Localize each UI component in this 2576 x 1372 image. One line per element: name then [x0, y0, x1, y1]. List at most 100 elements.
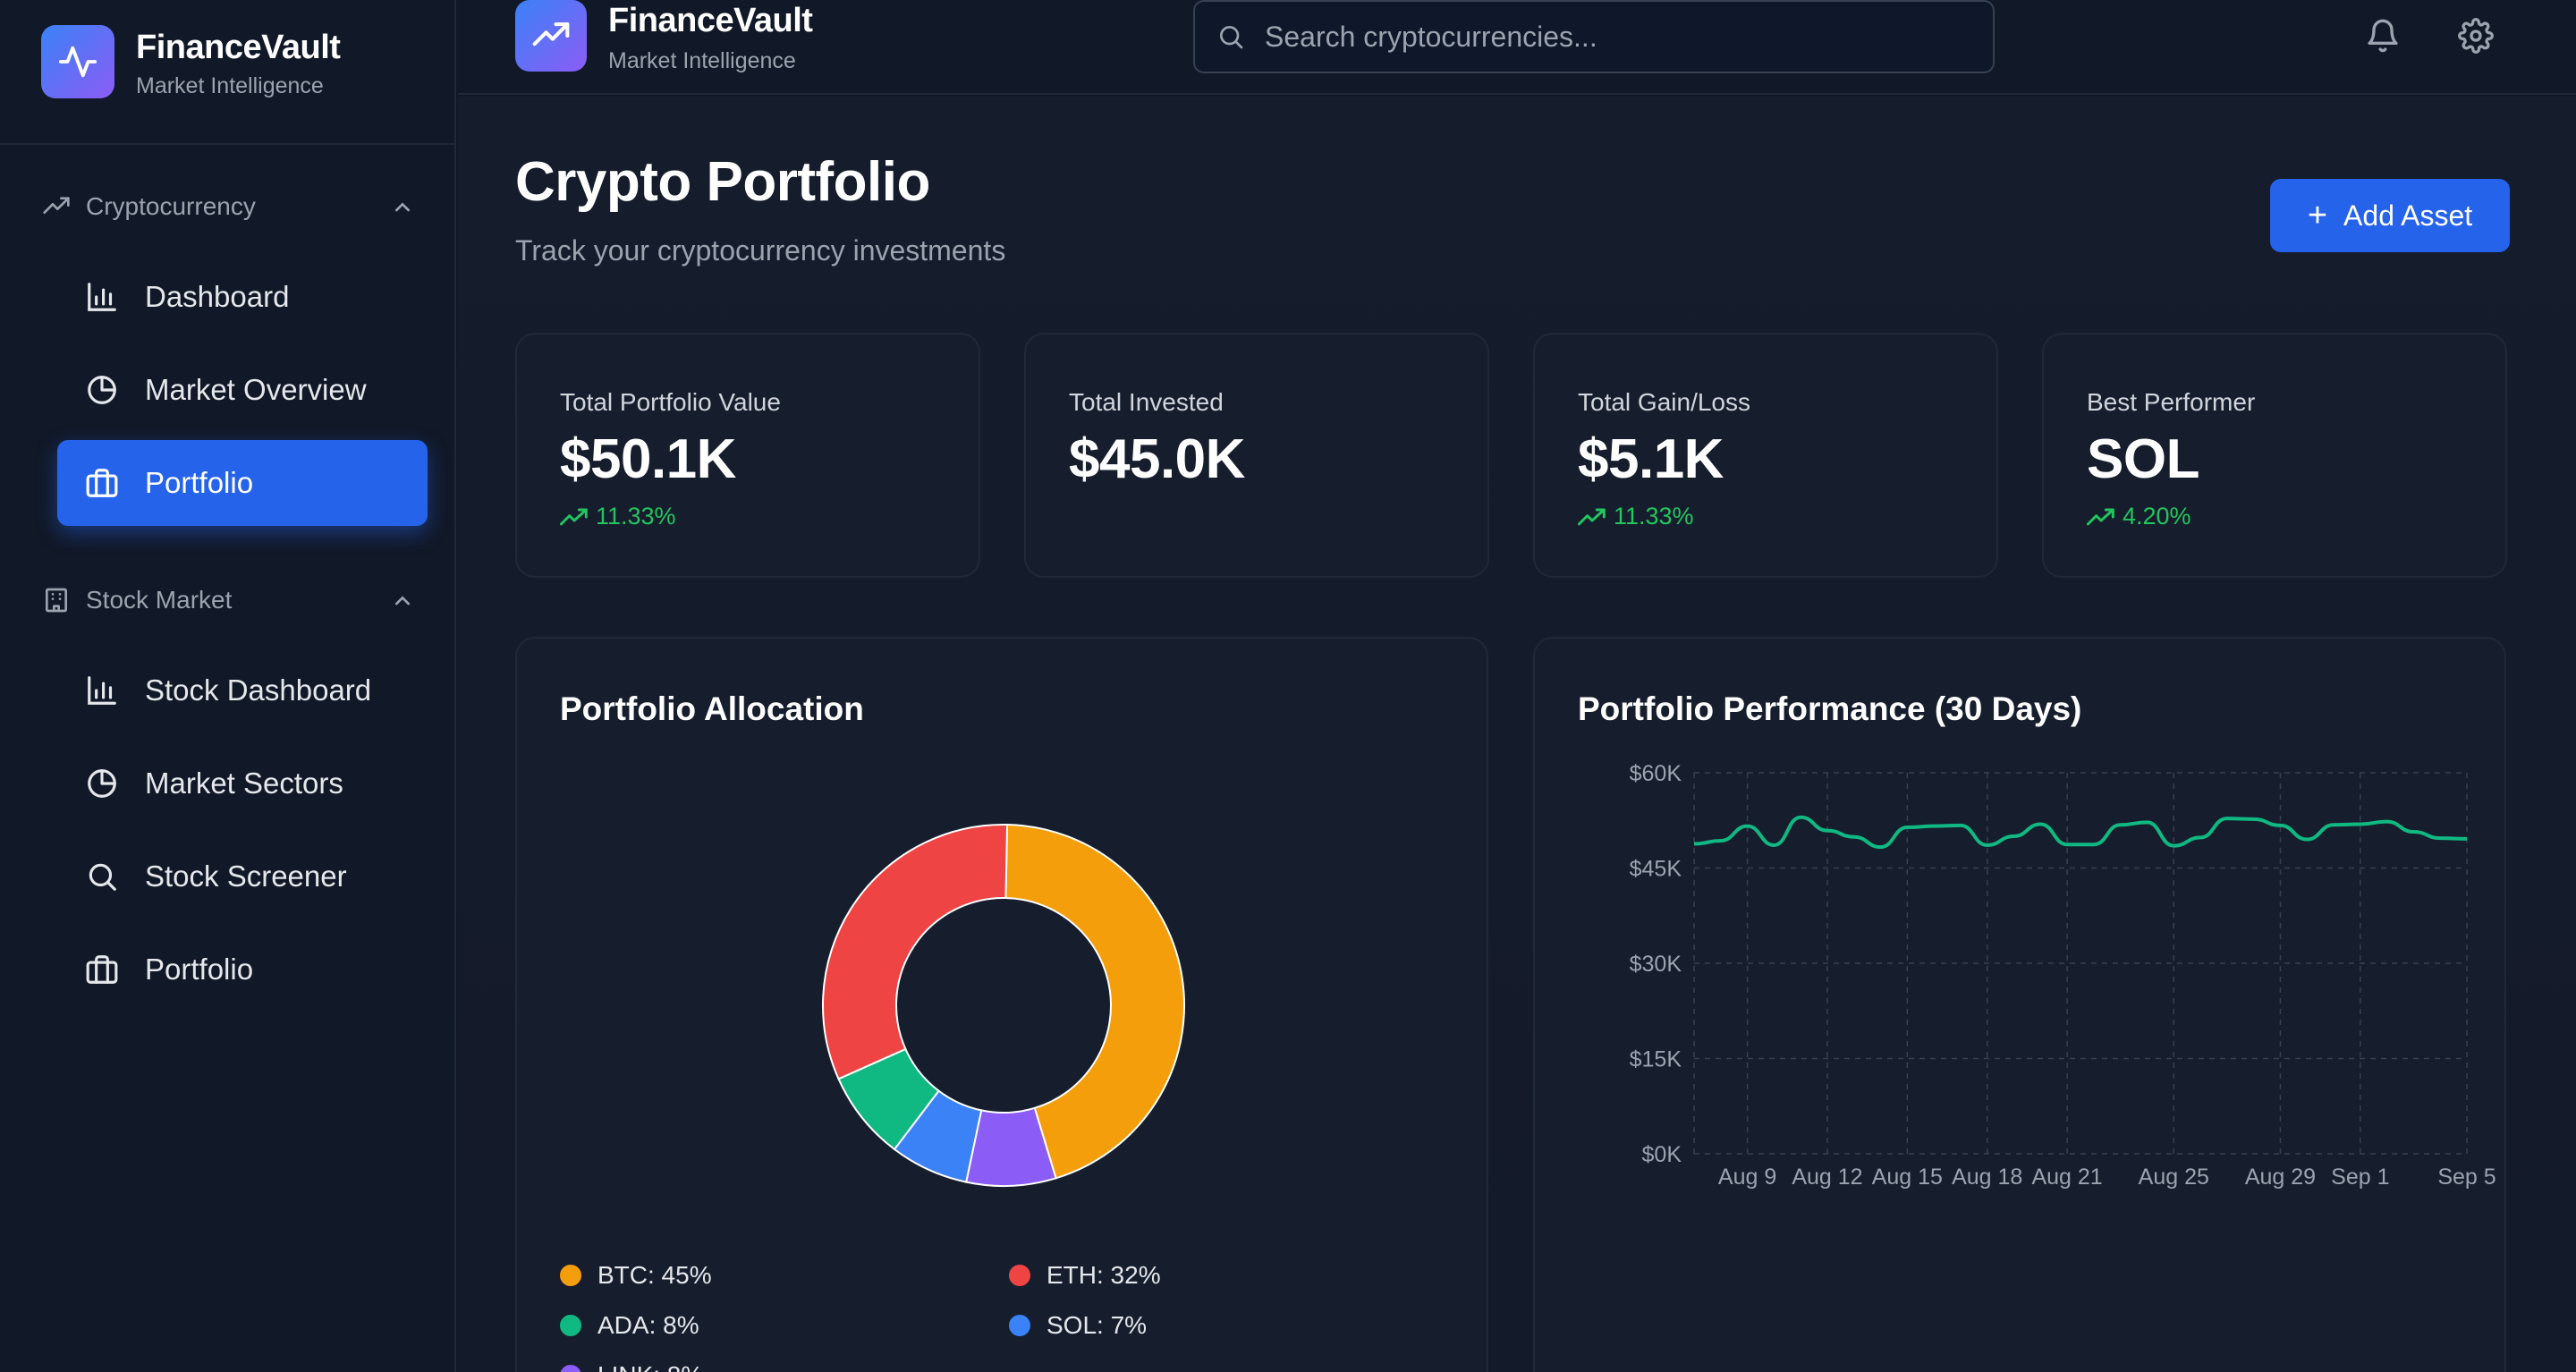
- y-tick-label: $45K: [1630, 857, 1682, 882]
- sidebar-item-label: Market Overview: [145, 373, 367, 406]
- legend-item-sol: SOL: 7%: [1009, 1311, 1147, 1340]
- y-tick-label: $30K: [1630, 952, 1682, 977]
- briefcase-icon: [84, 952, 120, 987]
- performance-line-chart: $0K $15K $30K $45K $60K Aug 9 Aug 12 Aug 15 Aug …: [1630, 761, 2496, 1190]
- stat-value: $50.1K: [560, 428, 736, 490]
- stat-change-text: 4.20%: [2123, 503, 2191, 529]
- legend-item-ada: ADA: 8%: [560, 1311, 699, 1340]
- add-asset-label: Add Asset: [2343, 199, 2473, 232]
- trending-up-icon: [1578, 508, 1606, 525]
- stat-label: Best Performer: [2087, 388, 2256, 416]
- page-title: Crypto Portfolio: [515, 151, 930, 213]
- search-icon: [1215, 21, 1247, 53]
- stat-card-total-invested: Total Invested $45.0K: [1024, 333, 1489, 578]
- stat-change: 11.33%: [560, 503, 676, 530]
- stat-change-text: 11.33%: [596, 503, 676, 529]
- y-tick-label: $0K: [1642, 1142, 1682, 1167]
- sidebar-item-market-overview[interactable]: Market Overview: [57, 347, 428, 433]
- header-brand-tagline: Market Intelligence: [608, 48, 796, 73]
- pie-chart-icon: [84, 766, 120, 801]
- stat-change: 11.33%: [1578, 503, 1694, 530]
- add-asset-button[interactable]: + Add Asset: [2270, 179, 2510, 252]
- x-tick-label: Aug 15: [1872, 1165, 1943, 1190]
- stat-value: $5.1K: [1578, 428, 1724, 490]
- stat-card-portfolio-value: Total Portfolio Value $50.1K 11.33%: [515, 333, 980, 578]
- x-tick-label: Sep 5: [2437, 1165, 2496, 1190]
- main-content: Crypto Portfolio Track your cryptocurren…: [458, 97, 2576, 1372]
- allocation-donut-chart: [822, 824, 1185, 1187]
- sidebar-brand: FinanceVault Market Intelligence: [0, 0, 454, 145]
- trending-up-logo-icon: [515, 0, 587, 72]
- performance-panel: Portfolio Performance (30 Days) $0K $15K $…: [1533, 637, 2506, 1372]
- top-header: FinanceVault Market Intelligence: [458, 0, 2576, 95]
- sidebar-item-label: Stock Screener: [145, 860, 347, 893]
- stat-label: Total Gain/Loss: [1578, 388, 1750, 416]
- legend-dot: [1009, 1265, 1030, 1286]
- performance-title: Portfolio Performance (30 Days): [1578, 690, 2082, 727]
- legend-dot: [560, 1315, 581, 1336]
- x-tick-label: Aug 12: [1792, 1165, 1862, 1190]
- legend-item-btc: BTC: 45%: [560, 1261, 712, 1290]
- legend-label: ADA: 8%: [597, 1311, 699, 1339]
- sidebar-item-dashboard[interactable]: Dashboard: [57, 254, 428, 340]
- bar-chart-icon: [84, 279, 120, 315]
- pie-chart-icon: [84, 372, 120, 408]
- search-box[interactable]: [1193, 0, 1995, 73]
- sidebar-item-label: Portfolio: [145, 953, 254, 986]
- legend-dot: [560, 1265, 581, 1286]
- legend-label: ETH: 32%: [1046, 1261, 1161, 1289]
- sidebar-item-market-sectors[interactable]: Market Sectors: [57, 741, 428, 826]
- stat-value: SOL: [2087, 428, 2199, 490]
- stat-label: Total Invested: [1069, 388, 1224, 416]
- x-tick-label: Sep 1: [2331, 1165, 2389, 1190]
- sidebar-item-label: Market Sectors: [145, 766, 343, 800]
- sidebar-item-stock-dashboard[interactable]: Stock Dashboard: [57, 648, 428, 733]
- trending-up-icon: [560, 508, 588, 525]
- legend-label: SOL: 7%: [1046, 1311, 1148, 1339]
- sidebar-section-stock-market[interactable]: Stock Market: [41, 579, 417, 622]
- bell-icon[interactable]: [2363, 16, 2402, 55]
- legend-item-eth: ETH: 32%: [1009, 1261, 1161, 1290]
- allocation-panel: Portfolio Allocation BTC: 45% ETH: 32% A…: [515, 637, 1488, 1372]
- brand-tagline: Market Intelligence: [136, 73, 324, 98]
- legend-item-link: LINK: 8%: [560, 1361, 703, 1372]
- sidebar: FinanceVault Market Intelligence Cryptoc…: [0, 0, 456, 1372]
- briefcase-icon: [84, 465, 120, 501]
- sidebar-section-label: Stock Market: [86, 586, 233, 614]
- y-tick-label: $60K: [1630, 761, 1682, 786]
- gear-icon[interactable]: [2456, 16, 2496, 55]
- sidebar-item-label: Portfolio: [145, 466, 254, 499]
- x-tick-label: Aug 29: [2245, 1165, 2316, 1190]
- stat-card-best-performer: Best Performer SOL 4.20%: [2042, 333, 2507, 578]
- stat-change-text: 11.33%: [1614, 503, 1694, 529]
- sidebar-item-portfolio[interactable]: Portfolio: [57, 440, 428, 526]
- donut-slice-btc[interactable]: [1004, 824, 1185, 1180]
- stat-label: Total Portfolio Value: [560, 388, 781, 416]
- search-input[interactable]: [1265, 20, 1962, 54]
- legend-label: BTC: 45%: [597, 1261, 712, 1289]
- trending-up-icon: [2087, 508, 2114, 525]
- y-tick-label: $15K: [1630, 1047, 1682, 1072]
- header-brand-name: FinanceVault: [608, 2, 813, 39]
- brand-name: FinanceVault: [136, 29, 341, 66]
- building-icon: [41, 585, 72, 615]
- donut-slice-eth[interactable]: [822, 824, 1009, 1080]
- x-tick-label: Aug 25: [2139, 1165, 2209, 1190]
- legend-label: LINK: 8%: [597, 1361, 703, 1372]
- sidebar-item-stock-screener[interactable]: Stock Screener: [57, 834, 428, 919]
- chevron-up-icon[interactable]: [388, 192, 417, 221]
- bar-chart-icon: [84, 673, 120, 708]
- x-tick-label: Aug 21: [2031, 1165, 2102, 1190]
- plus-icon: +: [2307, 196, 2328, 234]
- page-subtitle: Track your cryptocurrency investments: [515, 234, 1006, 267]
- sidebar-section-cryptocurrency[interactable]: Cryptocurrency: [41, 185, 417, 228]
- stat-card-gain-loss: Total Gain/Loss $5.1K 11.33%: [1533, 333, 1998, 578]
- search-icon: [84, 859, 120, 894]
- sidebar-item-stock-portfolio[interactable]: Portfolio: [57, 927, 428, 1012]
- sidebar-item-label: Stock Dashboard: [145, 673, 372, 707]
- chevron-up-icon[interactable]: [388, 586, 417, 614]
- stat-change: 4.20%: [2087, 503, 2191, 530]
- x-tick-label: Aug 18: [1952, 1165, 2022, 1190]
- trending-up-icon: [41, 191, 72, 222]
